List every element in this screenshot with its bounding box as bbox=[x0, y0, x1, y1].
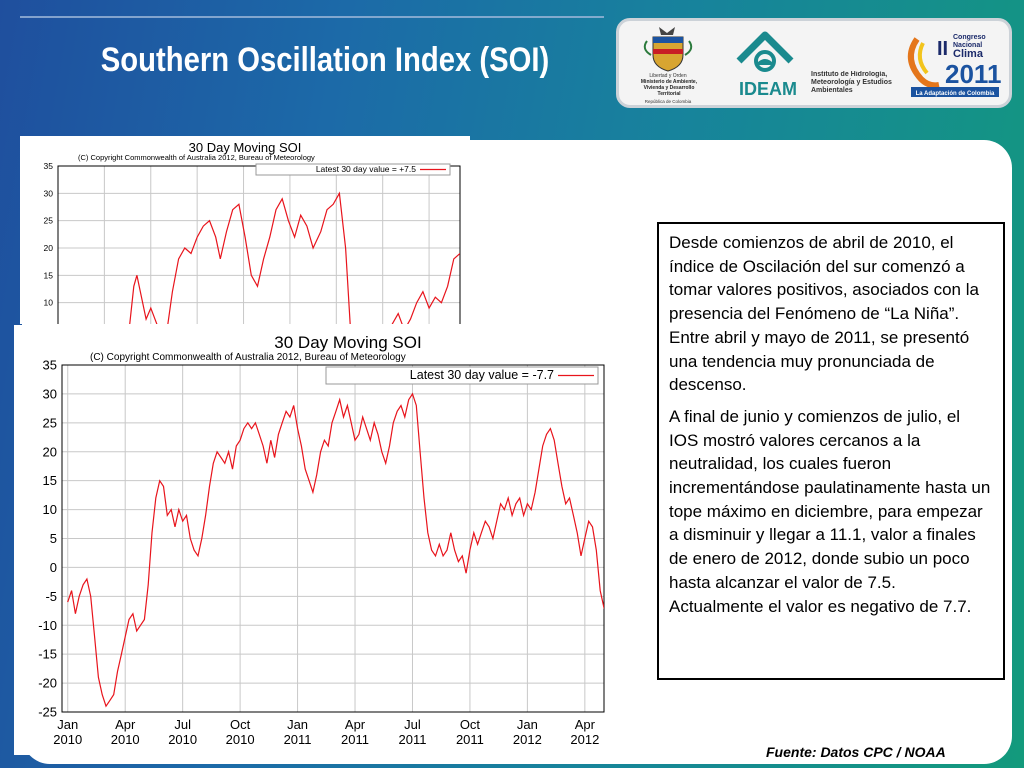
chart-panel-front: 30 Day Moving SOI (C) Copyright Commonwe… bbox=[14, 325, 622, 755]
x-tick-label-month: Apr bbox=[575, 717, 596, 732]
y-tick-label: -15 bbox=[38, 647, 57, 662]
soi-series-line bbox=[67, 392, 604, 708]
ministry-country: República de Colombia bbox=[645, 99, 692, 104]
y-tick-label: 20 bbox=[43, 444, 57, 459]
x-tick-label-month: Apr bbox=[115, 717, 136, 732]
description-paragraph-1: Desde comienzos de abril de 2010, el índ… bbox=[669, 233, 979, 395]
chart-front-copyright: (C) Copyright Commonwealth of Australia … bbox=[90, 352, 406, 363]
ideam-logo bbox=[736, 31, 794, 72]
title-rule bbox=[20, 16, 604, 18]
slide-title: Southern Oscillation Index (SOI) bbox=[100, 41, 550, 79]
plot-frame bbox=[57, 165, 461, 324]
y-tick-label: -25 bbox=[38, 705, 57, 720]
ministry-name: Ministerio de Ambiente, Vivienda y Desar… bbox=[640, 79, 698, 97]
ideam-name: Instituto de Hidrología, Meteorología y … bbox=[811, 71, 892, 94]
x-tick-label-year: 2011 bbox=[341, 732, 369, 747]
chart-front-svg: 35302520151050-5-10-15-20-25Jan2010Apr20… bbox=[38, 358, 605, 747]
x-tick-label-year: 2011 bbox=[456, 732, 484, 747]
x-tick-label-year: 2010 bbox=[226, 732, 255, 747]
x-tick-label-year: 2010 bbox=[53, 732, 82, 747]
y-tick-label: 25 bbox=[43, 415, 57, 430]
chart-front-title: 30 Day Moving SOI bbox=[274, 333, 422, 352]
chart-legend: Latest 30 day value = -7.7 bbox=[325, 366, 599, 385]
chart-panel-back: 30 Day Moving SOI (C) Copyright Commonwe… bbox=[20, 136, 470, 324]
congreso-numeral: II bbox=[937, 38, 948, 60]
ideam-acronym: IDEAM bbox=[739, 79, 797, 99]
y-tick-label: 30 bbox=[44, 188, 54, 198]
congreso-line3: Clima bbox=[953, 48, 984, 60]
ministry-motto: Libertad y Orden bbox=[649, 73, 686, 79]
y-tick-label: 20 bbox=[44, 243, 54, 253]
y-tick-label: 15 bbox=[44, 270, 54, 280]
x-tick-label-month: Jul bbox=[174, 717, 191, 732]
x-tick-label-year: 2011 bbox=[398, 732, 426, 747]
congreso-year: 2011 bbox=[945, 59, 1001, 89]
chart-back-copyright: (C) Copyright Commonwealth of Australia … bbox=[78, 153, 315, 162]
coat-of-arms-logo bbox=[643, 27, 693, 72]
description-box: Desde comienzos de abril de 2010, el índ… bbox=[657, 222, 1005, 680]
y-tick-label: 35 bbox=[44, 161, 54, 171]
legend-label: Latest 30 day value = +7.5 bbox=[316, 164, 416, 174]
congreso-line1: Congreso bbox=[953, 34, 986, 41]
soi-series-line bbox=[129, 191, 460, 324]
legend-label: Latest 30 day value = -7.7 bbox=[410, 368, 554, 382]
y-tick-label: 10 bbox=[43, 502, 57, 517]
x-tick-label-year: 2010 bbox=[168, 732, 197, 747]
y-tick-label: 35 bbox=[43, 358, 57, 373]
congreso-line2: Nacional bbox=[953, 42, 982, 49]
x-tick-label-month: Oct bbox=[230, 717, 251, 732]
description-paragraph-2: A final de junio y comienzos de julio, e… bbox=[669, 406, 991, 616]
y-tick-label: -5 bbox=[45, 589, 57, 604]
legend-box bbox=[255, 163, 451, 176]
y-tick-label: 25 bbox=[44, 216, 54, 226]
y-tick-label: 10 bbox=[44, 298, 54, 308]
x-tick-label-month: Apr bbox=[345, 717, 366, 732]
legend-box bbox=[325, 366, 599, 385]
x-tick-label-month: Jan bbox=[287, 717, 308, 732]
x-tick-label-year: 2012 bbox=[570, 732, 599, 747]
x-tick-label-year: 2010 bbox=[111, 732, 140, 747]
congreso-clima-logo bbox=[908, 37, 999, 97]
source-note: Fuente: Datos CPC / NOAA bbox=[766, 744, 946, 760]
x-tick-label-year: 2012 bbox=[513, 732, 542, 747]
y-tick-label: 5 bbox=[50, 531, 57, 546]
x-tick-label-month: Jul bbox=[404, 717, 421, 732]
plot-frame bbox=[61, 364, 605, 713]
y-tick-label: 15 bbox=[43, 473, 57, 488]
y-tick-label: 30 bbox=[43, 386, 57, 401]
y-tick-label: -10 bbox=[38, 618, 57, 633]
chart-back-title: 30 Day Moving SOI bbox=[188, 140, 302, 155]
congreso-tagline: La Adaptación de Colombia bbox=[916, 91, 995, 97]
logo-banner: Libertad y Orden Ministerio de Ambiente,… bbox=[616, 18, 1012, 108]
y-tick-label: 0 bbox=[50, 560, 57, 575]
x-tick-label-year: 2011 bbox=[284, 732, 312, 747]
chart-legend: Latest 30 day value = +7.5 bbox=[255, 163, 451, 176]
y-tick-label: -20 bbox=[38, 676, 57, 691]
x-tick-label-month: Oct bbox=[460, 717, 481, 732]
x-tick-label-month: Jan bbox=[57, 717, 78, 732]
x-tick-label-month: Jan bbox=[517, 717, 538, 732]
